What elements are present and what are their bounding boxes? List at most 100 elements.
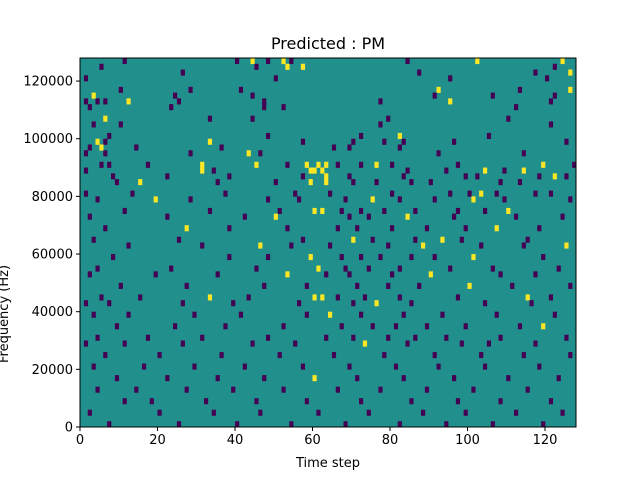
heatmap-cell — [91, 121, 96, 128]
heatmap-cell — [122, 398, 127, 405]
heatmap-cell — [331, 144, 337, 151]
y-tick-label: 40000 — [32, 305, 73, 320]
heatmap-cell — [95, 265, 100, 272]
heatmap-cell — [370, 323, 375, 330]
heatmap-cell — [238, 86, 244, 93]
heatmap-cell — [525, 236, 530, 243]
heatmap-cell — [114, 179, 120, 186]
plot-frame — [79, 57, 577, 428]
heatmap-cell — [130, 190, 135, 197]
heatmap-cell — [413, 334, 418, 341]
heatmap-cell — [180, 69, 185, 76]
heatmap-cell — [266, 132, 271, 140]
heatmap-cell — [312, 207, 317, 214]
heatmap-cell — [424, 225, 430, 232]
heatmap-cell — [498, 398, 503, 405]
heatmap-cell — [87, 213, 92, 220]
heatmap-cell — [514, 104, 519, 111]
heatmap-cell — [207, 207, 213, 214]
heatmap-cell — [421, 409, 426, 416]
heatmap-cell — [378, 386, 383, 393]
heatmap-cell — [339, 207, 344, 214]
heatmap-cell — [250, 58, 255, 65]
heatmap-cell — [417, 69, 422, 76]
heatmap-cell — [99, 144, 104, 151]
y-tick-label: 80000 — [32, 190, 73, 205]
heatmap-cell — [409, 179, 414, 186]
plot-area — [79, 57, 577, 428]
heatmap-cell — [262, 104, 267, 111]
heatmap-cell — [362, 294, 368, 301]
heatmap-cell — [324, 173, 329, 180]
heatmap-cell — [297, 196, 302, 203]
heatmap-cell — [176, 98, 182, 105]
heatmap-cell — [153, 196, 158, 203]
heatmap-cell — [362, 340, 368, 347]
heatmap-cell — [107, 161, 112, 168]
heatmap-cell — [378, 121, 383, 128]
heatmap-cell — [347, 363, 352, 370]
heatmap-cell — [378, 254, 383, 261]
heatmap-cell — [211, 409, 216, 416]
heatmap-cell — [95, 334, 100, 341]
heatmap-cell — [436, 363, 441, 370]
heatmap-cell — [165, 375, 170, 382]
heatmap-cell — [370, 196, 375, 203]
heatmap-cell — [83, 98, 89, 105]
heatmap-cell — [374, 300, 379, 307]
heatmap-cell — [289, 58, 294, 65]
heatmap-cell — [316, 161, 321, 168]
heatmap-cell — [328, 242, 333, 249]
heatmap-cell — [521, 242, 526, 249]
heatmap-cell — [347, 173, 352, 180]
heatmap-cell — [207, 138, 213, 145]
heatmap-cell — [459, 340, 464, 347]
heatmap-cell — [258, 150, 263, 157]
heatmap-cell — [312, 167, 317, 174]
heatmap-cell — [568, 282, 573, 289]
heatmap-cell — [87, 409, 92, 416]
heatmap-cell — [165, 213, 170, 220]
heatmap-cell — [289, 421, 294, 428]
heatmap-cell — [242, 363, 247, 370]
heatmap-cell — [184, 282, 189, 289]
heatmap-cell — [215, 271, 220, 278]
heatmap-cell — [533, 190, 538, 197]
heatmap-cell — [397, 421, 402, 428]
chart-title: Predicted : PM — [271, 34, 385, 53]
heatmap-cell — [444, 167, 449, 174]
heatmap-cell — [304, 161, 309, 168]
heatmap-cell — [401, 138, 406, 145]
heatmap-cell — [153, 271, 158, 278]
heatmap-cell — [560, 58, 565, 65]
heatmap-cell — [335, 225, 340, 232]
heatmap-cell — [238, 311, 244, 318]
heatmap-cell — [316, 409, 321, 416]
heatmap-cell — [517, 179, 523, 186]
heatmap-cell — [541, 323, 546, 330]
heatmap-cell — [564, 242, 569, 249]
heatmap-cell — [328, 311, 333, 318]
heatmap-cell — [483, 207, 488, 214]
heatmap-cell — [180, 300, 185, 307]
heatmap-cell — [490, 265, 495, 272]
heatmap-cell — [351, 179, 356, 186]
heatmap-cell — [463, 409, 468, 416]
heatmap-cell — [328, 190, 333, 197]
heatmap-cell — [463, 225, 468, 232]
heatmap-cell — [359, 161, 364, 168]
heatmap-cell — [227, 225, 232, 232]
heatmap-cell — [192, 311, 197, 318]
heatmap-cell — [401, 311, 406, 318]
heatmap-cell — [134, 144, 139, 151]
heatmap-cell — [324, 179, 329, 186]
heatmap-cell — [308, 179, 313, 186]
heatmap-cell — [103, 225, 108, 232]
heatmap-cell — [83, 167, 89, 174]
heatmap-cell — [316, 265, 321, 272]
heatmap-cell — [556, 265, 561, 272]
heatmap-cell — [537, 173, 542, 180]
heatmap-cell — [455, 207, 461, 214]
heatmap-cell — [517, 323, 523, 330]
heatmap-cell — [409, 300, 414, 307]
